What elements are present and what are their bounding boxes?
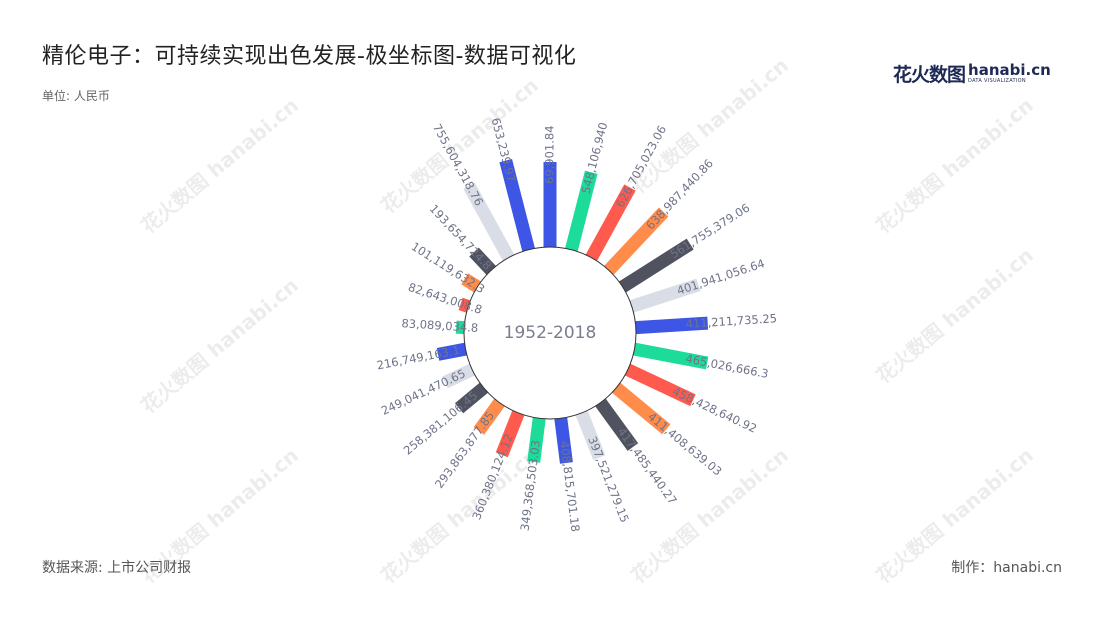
brand-logo: 花火数图 hanabi.cn DATA VISUALIZATION — [893, 60, 1051, 87]
polar-bar[interactable] — [455, 320, 465, 335]
maker-credit: 制作：hanabi.cn — [951, 560, 1062, 576]
polar-bar[interactable] — [436, 342, 467, 361]
center-circle — [463, 246, 637, 420]
polar-bar[interactable] — [604, 207, 669, 275]
polar-bar[interactable] — [463, 182, 515, 261]
brand-cn: 花火数图 — [893, 64, 966, 86]
polar-bar[interactable] — [595, 398, 639, 451]
polar-bar[interactable] — [585, 184, 636, 261]
data-source: 数据来源: 上市公司财报 — [42, 560, 192, 576]
brand-en: hanabi.cn — [968, 61, 1051, 79]
bar-value-label: 638,987,440.86 — [643, 156, 716, 232]
polar-bar[interactable] — [543, 162, 557, 247]
bar-value-label: 408,815,701.18 — [557, 440, 582, 532]
bar-value-label: 755,604,318.76 — [430, 121, 486, 208]
polar-bar[interactable] — [612, 382, 671, 435]
bar-value-label: 83,089,034.8 — [401, 316, 479, 335]
polar-bar[interactable] — [499, 158, 535, 252]
bar-value-label: 458,428,640.92 — [670, 384, 759, 436]
polar-bar[interactable] — [625, 363, 696, 407]
bar-value-label: 561,755,379.06 — [668, 201, 753, 262]
polar-bar[interactable] — [461, 273, 481, 293]
polar-bar[interactable] — [565, 170, 598, 252]
bar-value-label: 216,749,163.1 — [376, 343, 461, 373]
bar-value-label: 401,941,056.64 — [675, 256, 766, 298]
polar-bar[interactable] — [495, 410, 525, 458]
bar-value-label: 626,705,023.06 — [613, 123, 669, 210]
polar-bar[interactable] — [633, 342, 709, 370]
polar-bar[interactable] — [454, 382, 488, 414]
bar-value-label: 653,239.97 — [489, 116, 519, 183]
brand-en-wrap: hanabi.cn DATA VISUALIZATION — [968, 63, 1051, 84]
bar-value-label: 548,106,940 — [579, 121, 611, 195]
brand-sub: DATA VISUALIZATION — [968, 78, 1026, 84]
polar-bar[interactable] — [635, 316, 709, 335]
bar-value-label: 397,521,279.15 — [585, 434, 632, 524]
bars-group — [436, 158, 709, 464]
polar-bar[interactable] — [629, 278, 701, 313]
bar-value-label: 465,026,666.3 — [684, 351, 769, 381]
page-title: 精伦电子：可持续实现出色发展-极坐标图-数据可视化 — [42, 44, 577, 69]
polar-bar[interactable] — [527, 417, 546, 463]
polar-bar[interactable] — [575, 410, 606, 460]
polar-bar[interactable] — [469, 247, 496, 275]
unit-label: 单位: 人民币 — [42, 89, 110, 103]
center-label: 1952-2018 — [504, 323, 597, 343]
polar-bar[interactable] — [554, 417, 573, 464]
polar-bar[interactable] — [619, 238, 694, 293]
polar-bar[interactable] — [473, 398, 505, 435]
bar-value-label: 349,368,503.03 — [518, 439, 543, 531]
polar-bar[interactable] — [442, 363, 475, 389]
bar-value-label: 411,211,735.25 — [685, 311, 777, 331]
bar-value-label: 69,901.84 — [543, 125, 557, 184]
